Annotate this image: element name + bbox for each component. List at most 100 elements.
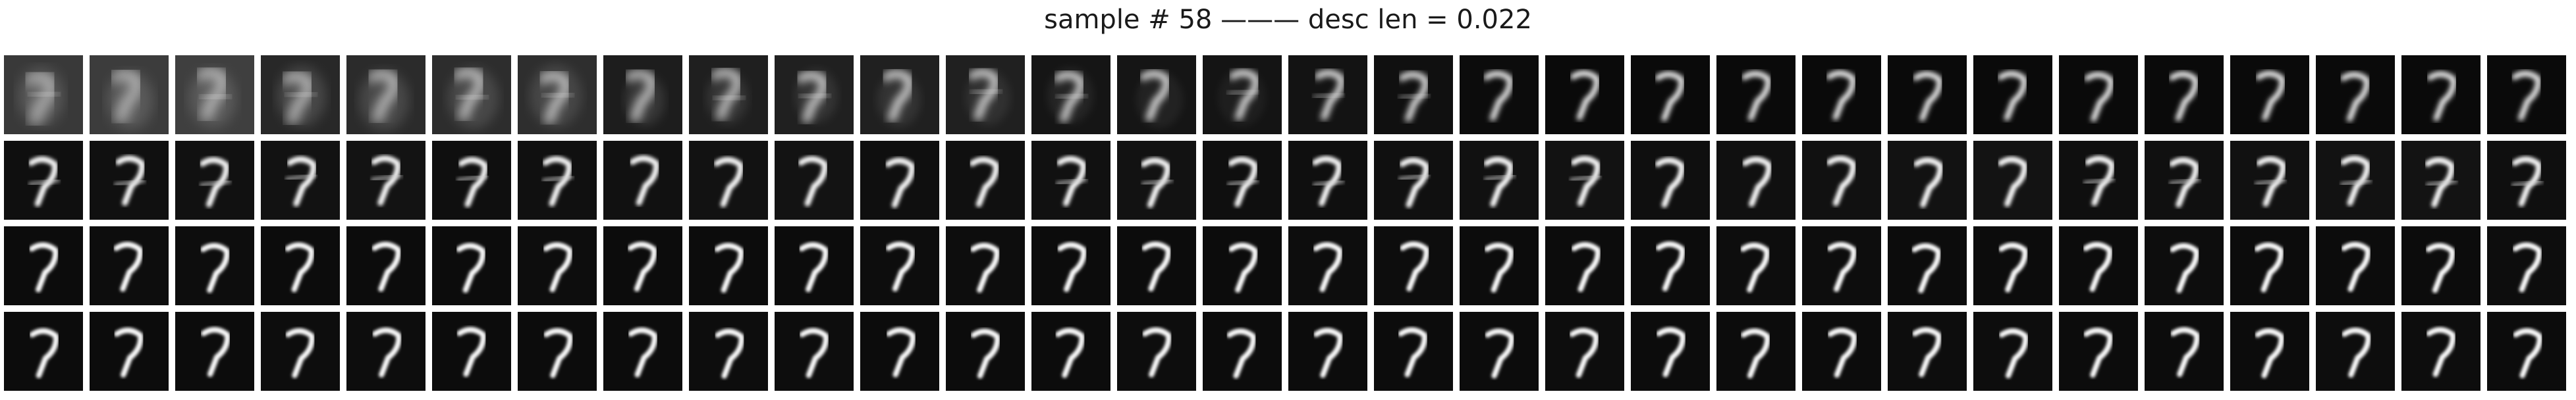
digit-tile — [689, 226, 768, 305]
digit-tile — [2401, 312, 2480, 391]
digit-tile — [1802, 141, 1881, 220]
digit-tile — [1716, 226, 1795, 305]
digit-tile — [775, 312, 854, 391]
digit-tile — [346, 141, 425, 220]
digit-tile — [1545, 226, 1624, 305]
digit-tile — [175, 55, 254, 134]
image-grid — [4, 55, 2573, 397]
digit-tile — [1031, 55, 1110, 134]
digit-tile — [1117, 312, 1196, 391]
digit-tile — [1288, 55, 1367, 134]
digit-tile — [2487, 312, 2566, 391]
digit-tile — [2145, 141, 2224, 220]
digit-tile — [1973, 226, 2052, 305]
digit-tile — [1973, 312, 2052, 391]
digit-tile — [261, 226, 340, 305]
digit-tile — [1973, 141, 2052, 220]
digit-tile — [1716, 141, 1795, 220]
digit-tile — [1203, 55, 1282, 134]
digit-tile — [946, 312, 1025, 391]
digit-tile — [175, 141, 254, 220]
digit-tile — [1117, 141, 1196, 220]
digit-tile — [1888, 312, 1967, 391]
digit-tile — [518, 141, 597, 220]
digit-tile — [2059, 312, 2138, 391]
digit-tile — [432, 141, 511, 220]
figure-title: sample # 58 ——— desc len = 0.022 — [1044, 5, 1532, 35]
digit-tile — [689, 55, 768, 134]
digit-tile — [775, 55, 854, 134]
digit-tile — [2316, 226, 2395, 305]
digit-tile — [1460, 312, 1539, 391]
digit-tile — [946, 141, 1025, 220]
digit-tile — [518, 226, 597, 305]
digit-tile — [860, 226, 939, 305]
digit-tile — [1802, 226, 1881, 305]
digit-tile — [1203, 141, 1282, 220]
digit-tile — [1631, 226, 1710, 305]
digit-tile — [518, 312, 597, 391]
digit-tile — [2230, 55, 2309, 134]
digit-tile — [175, 312, 254, 391]
digit-tile — [1631, 55, 1710, 134]
digit-tile — [1374, 141, 1453, 220]
digit-tile — [1203, 226, 1282, 305]
digit-tile — [1031, 226, 1110, 305]
digit-tile — [261, 141, 340, 220]
digit-tile — [1288, 312, 1367, 391]
digit-tile — [1374, 312, 1453, 391]
digit-tile — [4, 55, 83, 134]
digit-tile — [2316, 141, 2395, 220]
digit-tile — [4, 312, 83, 391]
digit-tile — [346, 312, 425, 391]
digit-tile — [1545, 141, 1624, 220]
digit-tile — [603, 141, 682, 220]
digit-tile — [1460, 55, 1539, 134]
digit-tile — [603, 312, 682, 391]
digit-tile — [175, 226, 254, 305]
digit-tile — [90, 312, 169, 391]
digit-tile — [689, 312, 768, 391]
digit-tile — [1802, 55, 1881, 134]
digit-tile — [2145, 55, 2224, 134]
digit-tile — [1888, 55, 1967, 134]
digit-tile — [2059, 55, 2138, 134]
digit-tile — [946, 226, 1025, 305]
digit-tile — [1888, 226, 1967, 305]
digit-tile — [1117, 226, 1196, 305]
digit-tile — [603, 226, 682, 305]
digit-tile — [1460, 226, 1539, 305]
digit-tile — [2145, 312, 2224, 391]
digit-tile — [1117, 55, 1196, 134]
digit-tile — [946, 55, 1025, 134]
digit-tile — [432, 312, 511, 391]
digit-tile — [4, 226, 83, 305]
digit-tile — [2059, 226, 2138, 305]
digit-tile — [2401, 226, 2480, 305]
digit-tile — [261, 55, 340, 134]
digit-tile — [90, 141, 169, 220]
digit-tile — [90, 226, 169, 305]
digit-tile — [1031, 312, 1110, 391]
digit-tile — [603, 55, 682, 134]
digit-tile — [4, 141, 83, 220]
digit-tile — [1716, 55, 1795, 134]
digit-tile — [1888, 141, 1967, 220]
digit-tile — [2059, 141, 2138, 220]
digit-tile — [1288, 226, 1367, 305]
digit-tile — [775, 226, 854, 305]
digit-tile — [2230, 312, 2309, 391]
digit-tile — [1374, 55, 1453, 134]
digit-tile — [1374, 226, 1453, 305]
digit-tile — [432, 226, 511, 305]
digit-tile — [2230, 141, 2309, 220]
digit-tile — [2401, 141, 2480, 220]
digit-tile — [2487, 55, 2566, 134]
digit-tile — [2487, 226, 2566, 305]
digit-tile — [2316, 55, 2395, 134]
digit-tile — [1631, 312, 1710, 391]
digit-tile — [2230, 226, 2309, 305]
digit-tile — [775, 141, 854, 220]
digit-tile — [2487, 141, 2566, 220]
digit-tile — [860, 312, 939, 391]
